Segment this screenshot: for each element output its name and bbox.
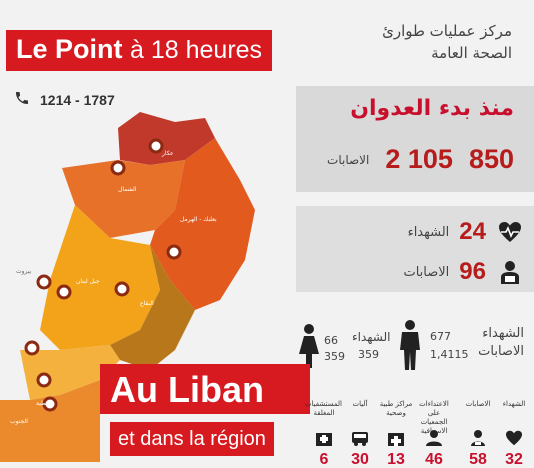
phone-line: 1214 - 1787 xyxy=(14,90,115,109)
ambulance-icon xyxy=(342,430,378,446)
map-label-baalbek: بعلبك - الهرمل xyxy=(180,216,217,223)
map-label-beirut: بيروت xyxy=(16,268,32,275)
stat-label-hospitals: المستشفيات المغلقة xyxy=(304,400,342,417)
today-injured-value: 96 xyxy=(459,258,486,285)
headline-main: Au Liban xyxy=(100,364,310,414)
stat-value-attacks: 46 xyxy=(425,451,443,468)
today-martyrs-value: 24 xyxy=(459,218,486,245)
map-label-nabatieh: النبطية xyxy=(36,400,54,407)
gender-injured-label: الاصابات xyxy=(478,344,524,359)
brand-suffix: à 18 heures xyxy=(130,36,263,64)
brand-banner: Le Point à 18 heures xyxy=(6,30,273,71)
map-region-north xyxy=(62,160,185,238)
gender-martyrs-label: الشهداء xyxy=(482,326,524,341)
map-region-akkar xyxy=(118,112,215,165)
map-region-baalbek xyxy=(150,138,255,310)
today-injured-row: الاصابات 96 xyxy=(403,258,524,286)
men-injured-value: 1,4115 xyxy=(430,348,469,361)
today-martyrs-row: الشهداء 24 xyxy=(408,218,524,246)
map-label-mount: جبل لبنان xyxy=(76,278,100,285)
map-region-bekaa xyxy=(110,245,195,370)
map-region-mount-lebanon xyxy=(40,205,160,350)
since-aggression-row: الاصابات 2 105 850 xyxy=(327,144,514,175)
since-injured-value: 2 105 xyxy=(385,144,453,174)
stat-value-vehicles: 30 xyxy=(351,451,369,468)
today-martyrs-label: الشهداء xyxy=(407,224,450,240)
women-martyrs-value: 66 xyxy=(324,334,338,347)
hospital-icon xyxy=(306,430,342,446)
since-martyrs-value: 850 xyxy=(468,144,514,174)
map-region-nabatieh xyxy=(0,380,100,462)
stat-value-injured: 58 xyxy=(469,451,487,468)
stat-label-martyrs: الشهداء xyxy=(502,400,526,408)
paramedic-icon xyxy=(416,430,452,446)
men-figure-icon xyxy=(398,320,422,374)
since-aggression-panel xyxy=(296,86,534,192)
stat-value-centers: 13 xyxy=(387,451,405,468)
brand-name: Le Point xyxy=(16,34,123,64)
stat-value-hospitals: 6 xyxy=(319,451,329,468)
stat-label-injured: الاصابات xyxy=(465,400,491,408)
heart-pulse-small-icon xyxy=(496,430,532,446)
women-figure-icon xyxy=(298,324,320,372)
women-martyrs-label: الشهداء xyxy=(352,330,391,344)
heart-pulse-icon xyxy=(496,218,524,246)
today-injured-label: الاصابات xyxy=(403,264,450,280)
phone-number: 1214 - 1787 xyxy=(40,91,115,108)
map-label-akkar: عكار xyxy=(162,150,174,157)
today-panel xyxy=(296,206,534,292)
ops-center-line1: مركز عمليات طوارئ xyxy=(382,22,512,40)
ops-center-title: مركز عمليات طوارئ الصحة العامة xyxy=(382,20,512,64)
map-label-bekaa: البقاع xyxy=(140,300,154,307)
women-injured-value: 359 xyxy=(324,350,345,363)
map-label-north: الشمال xyxy=(118,186,137,193)
stat-value-martyrs: 32 xyxy=(505,451,523,468)
children-martyrs-value: 359 xyxy=(358,348,379,361)
headline-sub: et dans la région xyxy=(110,422,274,456)
map-label-south: الجنوب xyxy=(10,418,28,425)
injured-person-icon xyxy=(460,430,496,446)
stat-label-centers: مراكز طبية وصحية xyxy=(379,400,413,417)
men-martyrs-value: 677 xyxy=(430,330,451,343)
since-injured-label: الاصابات xyxy=(327,152,370,167)
injured-icon xyxy=(496,258,524,286)
stat-label-vehicles: آليات xyxy=(352,400,368,408)
phone-icon xyxy=(14,90,30,109)
since-aggression-title: منذ بدء العدوان xyxy=(350,96,514,121)
clinic-icon xyxy=(378,430,414,446)
ops-center-line2: الصحة العامة xyxy=(431,44,512,62)
